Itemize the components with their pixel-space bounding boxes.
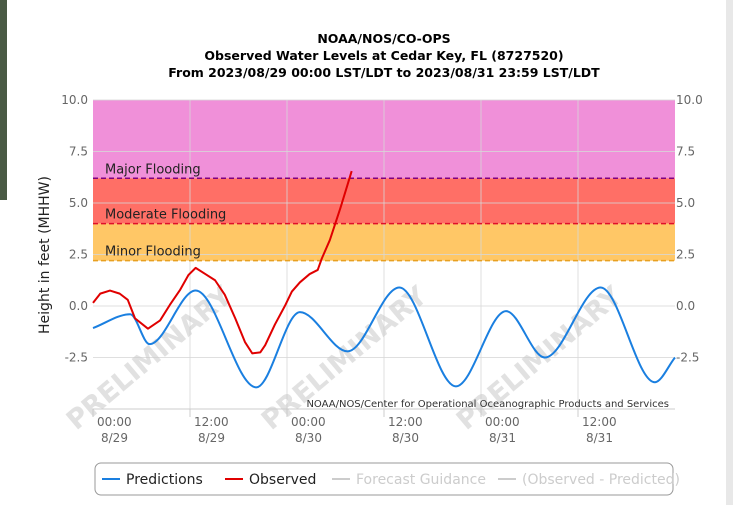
y2-tick-label: -2.5 [676,351,699,365]
legend-label: (Observed - Predicted) [522,472,680,488]
threshold-label: Moderate Flooding [105,208,226,223]
y-tick-label: -2.5 [65,351,88,365]
legend-label: Observed [249,472,316,488]
right-edge [726,0,733,505]
y-tick-label: 5.0 [69,196,88,210]
legend-label: Predictions [126,472,203,488]
threshold-label: Minor Flooding [105,245,201,260]
x-tick-label: 12:00 [388,415,423,429]
x-tick-label: 12:00 [582,415,617,429]
series-line [92,286,676,389]
y2-tick-label: 0.0 [676,299,695,313]
chart-period: From 2023/08/29 00:00 LST/LDT to 2023/08… [168,65,600,80]
legend-box [94,462,674,496]
y-tick-label: 0.0 [69,299,88,313]
left-edge [0,0,7,200]
x-tick-date: 8/30 [392,431,419,445]
threshold-label: Major Flooding [105,162,201,177]
y-tick-label: 7.5 [69,145,88,159]
x-tick-date: 8/29 [101,431,128,445]
y2-tick-label: 10.0 [676,93,703,107]
credit: NOAA/NOS/Center for Operational Oceanogr… [306,399,669,410]
chart-subtitle: Observed Water Levels at Cedar Key, FL (… [204,48,563,63]
y2-tick-label: 5.0 [676,196,695,210]
y-tick-label: 10.0 [61,93,88,107]
x-tick-label: 00:00 [291,415,326,429]
legend-label: Forecast Guidance [356,472,486,488]
y2-tick-label: 7.5 [676,145,695,159]
series-line [92,170,353,355]
chart-title: NOAA/NOS/CO-OPS [317,31,450,46]
x-tick-date: 8/29 [198,431,225,445]
y2-tick-label: 2.5 [676,248,695,262]
x-tick-date: 8/30 [295,431,322,445]
x-tick-date: 8/31 [489,431,516,445]
x-tick-date: 8/31 [586,431,613,445]
x-tick-label: 00:00 [97,415,132,429]
y-axis-label: Height in feet (MHHW) [37,176,53,334]
x-tick-label: 12:00 [194,415,229,429]
y-tick-label: 2.5 [69,248,88,262]
x-tick-label: 00:00 [485,415,520,429]
